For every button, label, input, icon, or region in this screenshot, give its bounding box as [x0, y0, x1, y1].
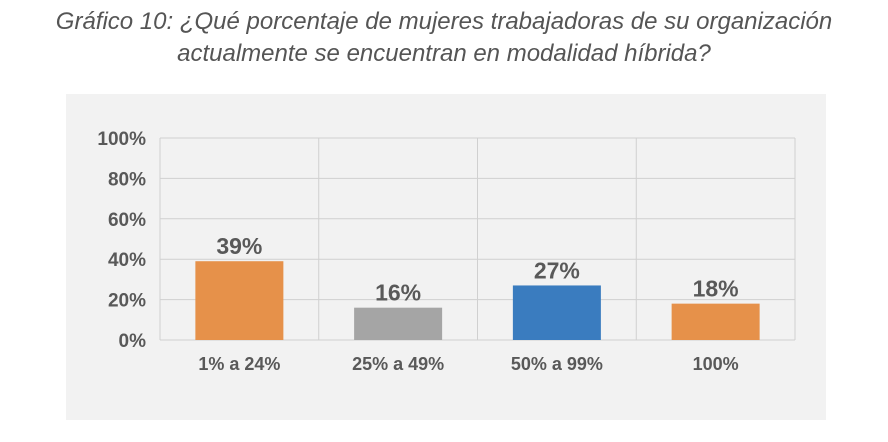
data-label: 18%: [693, 276, 739, 302]
data-label: 39%: [216, 233, 262, 259]
bar-1: [195, 261, 284, 340]
category-label: 1% a 24%: [198, 354, 280, 374]
category-label: 25% a 49%: [352, 354, 444, 374]
y-tick-label: 80%: [108, 169, 146, 190]
category-label: 50% a 99%: [511, 354, 603, 374]
chart-title-line-2: actualmente se encuentran en modalidad h…: [177, 40, 711, 67]
chart-title-line-1: Gráfico 10: ¿Qué porcentaje de mujeres t…: [55, 8, 833, 35]
bar-3: [512, 285, 601, 340]
bar-4: [671, 303, 760, 340]
chart-title: Gráfico 10: ¿Qué porcentaje de mujeres t…: [0, 6, 888, 70]
data-label: 27%: [534, 257, 580, 283]
chart-background-panel: [66, 94, 826, 420]
bar-2: [354, 307, 443, 340]
y-tick-label: 0%: [119, 331, 147, 352]
y-tick-label: 40%: [108, 250, 146, 271]
y-tick-label: 20%: [108, 291, 146, 312]
data-label: 16%: [375, 280, 421, 306]
y-tick-label: 60%: [108, 210, 146, 231]
category-label: 100%: [693, 354, 739, 374]
y-tick-label: 100%: [97, 129, 146, 150]
